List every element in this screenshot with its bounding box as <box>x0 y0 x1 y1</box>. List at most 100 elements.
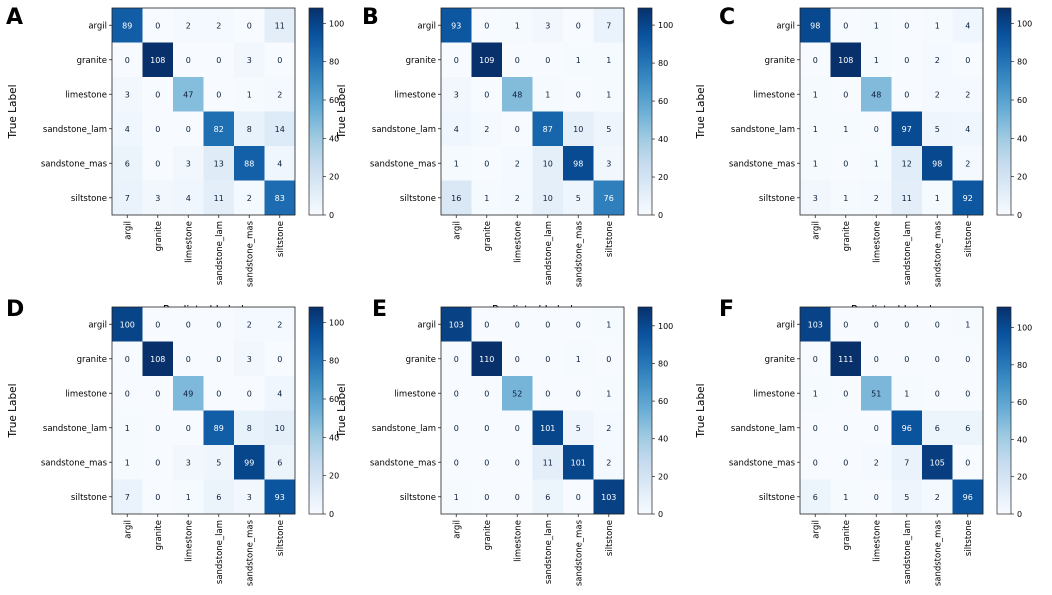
cell-value-label: 0 <box>454 424 459 433</box>
heatmap-cell <box>800 410 831 446</box>
colorbar-tick-label: 20 <box>1017 173 1027 182</box>
heatmap-cell <box>264 376 296 411</box>
heatmap-cell <box>441 77 472 112</box>
cell-value-label: 6 <box>216 493 221 502</box>
cell-value-label: 108 <box>150 355 165 364</box>
y-tick-label: granite <box>77 56 107 66</box>
y-axis-title: True Label <box>7 384 19 439</box>
heatmap-cell <box>203 146 235 181</box>
cell-value-label: 5 <box>606 125 611 134</box>
cell-value-label: 0 <box>843 90 848 99</box>
heatmap-cell <box>952 341 984 377</box>
cell-value-label: 10 <box>275 424 285 433</box>
heatmap-cell <box>861 376 892 411</box>
cell-value-label: 2 <box>874 194 879 203</box>
cell-value-label: 101 <box>571 458 586 467</box>
cell-value-label: 11 <box>902 194 912 203</box>
heatmap-cell <box>203 180 235 216</box>
heatmap-cell <box>173 376 204 411</box>
cell-value-label: 0 <box>965 458 970 467</box>
heatmap-cell <box>593 410 625 446</box>
cell-value-label: 51 <box>871 389 881 398</box>
cell-value-label: 110 <box>479 355 494 364</box>
y-tick-label: argil <box>776 21 795 31</box>
cell-value-label: 0 <box>874 493 879 502</box>
cell-value-label: 16 <box>451 194 461 203</box>
cell-value-label: 1 <box>125 424 130 433</box>
heatmap-cell <box>593 77 625 112</box>
cell-value-label: 5 <box>576 194 581 203</box>
heatmap-cell <box>173 180 204 216</box>
cell-value-label: 0 <box>454 458 459 467</box>
colorbar-tick-label: 0 <box>1017 211 1022 220</box>
cell-value-label: 49 <box>183 389 193 398</box>
cell-value-label: 14 <box>275 125 285 134</box>
heatmap-cell <box>142 180 174 216</box>
colorbar-tick-label: 60 <box>658 397 668 406</box>
cell-value-label: 0 <box>515 493 520 502</box>
heatmap-cell <box>112 42 143 78</box>
heatmap-cell <box>112 146 143 181</box>
heatmap-cell <box>891 180 923 216</box>
x-tick-label: sandstone_lam <box>903 221 913 285</box>
y-tick-label: sandstone_lam <box>372 424 436 434</box>
heatmap-cell <box>532 146 564 181</box>
heatmap-cell <box>173 410 204 446</box>
cell-value-label: 1 <box>813 125 818 134</box>
cell-value-label: 0 <box>515 355 520 364</box>
cell-value-label: 0 <box>216 389 221 398</box>
heatmap-cell <box>502 8 533 43</box>
x-tick-label: granite <box>842 221 852 251</box>
cell-value-label: 7 <box>606 21 611 30</box>
heatmap-cell <box>203 341 235 377</box>
cell-value-label: 2 <box>874 458 879 467</box>
x-tick-label: granite <box>154 221 164 251</box>
x-tick-label: siltstone <box>605 221 615 257</box>
y-tick-label: argil <box>776 320 795 330</box>
cell-value-label: 97 <box>902 125 912 134</box>
cell-value-label: 2 <box>935 493 940 502</box>
cell-value-label: 98 <box>573 159 583 168</box>
cell-value-label: 0 <box>186 355 191 364</box>
cell-value-label: 0 <box>545 389 550 398</box>
cell-value-label: 6 <box>277 458 282 467</box>
heatmap-cell <box>891 42 923 78</box>
heatmap-cell <box>861 479 892 515</box>
panel-letter: D <box>6 297 24 322</box>
y-axis-title: True Label <box>695 85 707 140</box>
cell-value-label: 100 <box>120 320 135 329</box>
heatmap-cell <box>234 341 265 377</box>
heatmap-frame <box>799 7 984 216</box>
cell-value-label: 4 <box>186 194 191 203</box>
cell-value-label: 0 <box>813 355 818 364</box>
heatmap-cell <box>830 410 862 446</box>
cell-value-label: 93 <box>275 493 285 502</box>
cell-value-label: 0 <box>843 389 848 398</box>
cell-value-label: 0 <box>515 424 520 433</box>
heatmap-cell <box>800 479 831 515</box>
colorbar-tick-label: 60 <box>1017 398 1027 407</box>
heatmap-cell <box>593 180 625 216</box>
y-axis-title: True Label <box>695 384 707 439</box>
cell-value-label: 2 <box>515 159 520 168</box>
heatmap-cell <box>264 146 296 181</box>
heatmap-cell <box>830 479 862 515</box>
cell-value-label: 2 <box>247 320 252 329</box>
cell-value-label: 47 <box>183 90 193 99</box>
colorbar-tick-label: 40 <box>658 435 668 444</box>
cell-value-label: 2 <box>935 56 940 65</box>
colorbar-tick-label: 80 <box>1017 58 1027 67</box>
heatmap-cell <box>502 42 533 78</box>
cell-value-label: 0 <box>484 389 489 398</box>
heatmap-frame <box>799 306 984 515</box>
cell-value-label: 6 <box>813 493 818 502</box>
cell-value-label: 0 <box>186 424 191 433</box>
colorbar <box>308 7 324 216</box>
heatmap-cell <box>203 479 235 515</box>
cell-value-label: 48 <box>512 90 522 99</box>
y-tick-label: limestone <box>394 90 436 100</box>
heatmap-frame <box>440 7 625 216</box>
y-axis-title: True Label <box>7 85 19 140</box>
x-tick-label: siltstone <box>964 221 974 257</box>
cell-value-label: 3 <box>606 159 611 168</box>
